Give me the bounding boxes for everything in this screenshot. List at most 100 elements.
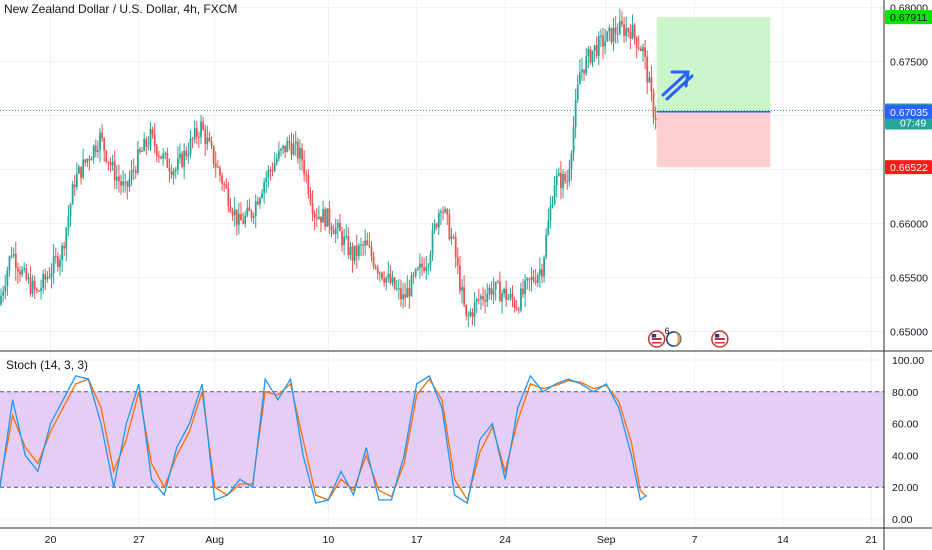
candle-body — [309, 193, 312, 203]
candle-body — [389, 273, 392, 283]
time-tick-label: 10 — [322, 534, 334, 546]
candle-body — [286, 140, 289, 153]
candle-body — [92, 145, 95, 159]
candle-body — [621, 21, 623, 25]
candle-body — [61, 245, 63, 260]
candle-body — [109, 162, 112, 166]
candle-body — [16, 268, 19, 272]
position-profit-zone[interactable] — [656, 17, 771, 112]
candle-body — [562, 174, 564, 189]
stochastic-pane[interactable] — [0, 374, 884, 505]
candle-body — [526, 278, 529, 281]
time-axis[interactable]: 20 27 Aug 10 17 24 Sep 7 14 21 — [45, 534, 878, 546]
candle-body — [532, 276, 535, 281]
candle-body — [132, 170, 135, 172]
candle-body — [505, 288, 508, 300]
candle-body — [216, 167, 219, 169]
candle-body — [400, 288, 402, 300]
candle-body — [467, 315, 470, 317]
candle-body — [353, 245, 356, 261]
candle-body — [75, 173, 78, 188]
long-position-tool[interactable] — [656, 17, 771, 168]
candle-body — [597, 36, 600, 56]
candle-body — [507, 297, 510, 300]
candle-body — [429, 254, 432, 266]
candle-body — [227, 188, 230, 207]
time-tick-label: Aug — [205, 534, 224, 546]
candle-body — [385, 277, 388, 283]
time-tick-label: Sep — [597, 534, 616, 546]
position-loss-zone[interactable] — [656, 111, 771, 168]
candle-body — [458, 265, 461, 291]
candle-body — [107, 161, 110, 163]
candle-body — [282, 145, 284, 149]
candle-body — [256, 201, 259, 205]
candle-body — [214, 163, 217, 168]
candles — [0, 8, 657, 327]
candle-body — [248, 207, 251, 212]
candle-body — [303, 160, 306, 175]
price-pane[interactable]: 6 — [0, 8, 884, 348]
candle-body — [600, 35, 602, 37]
candle-body — [35, 289, 38, 291]
candle-body — [151, 129, 154, 135]
candle-body — [433, 223, 436, 231]
event-flag-icon[interactable]: 6 — [647, 326, 670, 348]
candle-body — [627, 28, 630, 32]
candle-body — [427, 265, 430, 267]
candle-body — [179, 153, 181, 159]
candle-body — [128, 179, 131, 187]
candle-body — [21, 269, 23, 275]
trend-arrow-icon[interactable] — [661, 70, 694, 101]
candle-body — [172, 170, 175, 176]
candle-body — [387, 273, 390, 278]
candle-body — [252, 215, 255, 218]
candle-body — [452, 236, 455, 238]
candle-body — [290, 142, 293, 155]
candle-body — [339, 222, 341, 232]
candle-body — [372, 256, 375, 267]
candle-body — [370, 246, 373, 257]
candle-body — [593, 45, 596, 51]
candle-body — [574, 99, 577, 127]
candle-body — [576, 84, 579, 100]
candle-body — [534, 280, 537, 283]
candle-body — [589, 48, 592, 63]
candle-body — [219, 167, 221, 176]
time-tick-label: 14 — [777, 534, 789, 546]
candle-body — [69, 204, 72, 217]
candle-body — [404, 294, 407, 298]
candle-body — [509, 293, 512, 298]
candle-body — [265, 177, 268, 183]
candle-body — [629, 31, 632, 39]
candle-body — [42, 274, 45, 289]
candle-body — [206, 137, 209, 145]
candle-body — [301, 148, 303, 161]
candle-body — [591, 50, 594, 63]
candle-body — [640, 48, 642, 52]
time-tick-label: 17 — [411, 534, 423, 546]
candle-body — [221, 175, 223, 185]
candle-body — [19, 271, 21, 275]
candle-body — [557, 172, 560, 176]
candle-body — [82, 159, 85, 178]
candle-body — [379, 272, 381, 274]
candle-body — [86, 158, 89, 163]
stochastic-axis[interactable]: 0.00 20.00 40.00 60.00 80.00 100.00 — [892, 355, 924, 526]
candle-body — [231, 211, 234, 216]
candle-body — [10, 255, 13, 257]
candle-body — [581, 69, 583, 73]
candle-body — [202, 121, 205, 130]
candle-body — [134, 170, 137, 173]
candle-body — [126, 181, 129, 187]
stochastic-title: Stoch (14, 3, 3) — [6, 358, 88, 372]
candle-body — [164, 152, 167, 155]
stoch-tick-label: 20.00 — [892, 482, 918, 494]
event-moon-icon[interactable] — [665, 331, 682, 347]
candle-body — [341, 231, 343, 246]
event-flag-icon[interactable] — [711, 330, 729, 348]
candle-body — [602, 35, 604, 47]
candle-body — [517, 309, 520, 311]
economic-events[interactable]: 6 — [647, 326, 729, 348]
